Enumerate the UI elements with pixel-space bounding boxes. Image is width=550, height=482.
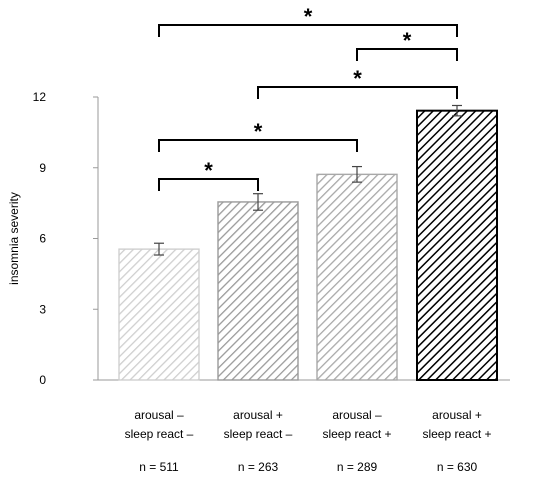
y-tick-label: 9 xyxy=(39,161,46,175)
y-tick-label: 12 xyxy=(33,90,47,104)
category-label-line1: arousal + xyxy=(233,408,283,422)
category-label-line1: arousal – xyxy=(134,408,184,422)
sample-size-label: n = 511 xyxy=(139,460,179,474)
significance-brackets: * * * * * xyxy=(158,4,458,191)
significance-star: * xyxy=(403,28,412,53)
category-label-line2: sleep react – xyxy=(224,427,293,441)
significance-bracket xyxy=(158,24,458,37)
y-tick-label: 6 xyxy=(39,232,46,246)
significance-star: * xyxy=(304,4,313,29)
significance-star: * xyxy=(204,158,213,183)
sample-size-label: n = 263 xyxy=(238,460,279,474)
significance-bracket xyxy=(356,48,458,61)
y-tick-label: 0 xyxy=(39,373,46,387)
bars xyxy=(118,104,498,381)
significance-bracket xyxy=(257,86,458,99)
sample-size-label: n = 630 xyxy=(437,460,478,474)
category-labels: arousal – sleep react – n = 511 arousal + sl… xyxy=(125,408,492,474)
bar xyxy=(316,173,398,381)
category-label-line2: sleep react + xyxy=(322,427,391,441)
bar xyxy=(217,201,299,381)
significance-star: * xyxy=(353,66,362,91)
category-label-line1: arousal + xyxy=(432,408,482,422)
significance-bracket xyxy=(158,178,259,191)
bar xyxy=(118,248,200,381)
y-axis-label: insomnia severity xyxy=(7,192,21,285)
category-label-line2: sleep react + xyxy=(422,427,491,441)
category-label-line1: arousal – xyxy=(332,408,382,422)
category-label-line2: sleep react – xyxy=(125,427,194,441)
significance-bracket xyxy=(158,139,358,152)
sample-size-label: n = 289 xyxy=(337,460,378,474)
significance-star: * xyxy=(254,119,263,144)
bar xyxy=(416,109,498,381)
y-tick-label: 3 xyxy=(39,302,46,316)
